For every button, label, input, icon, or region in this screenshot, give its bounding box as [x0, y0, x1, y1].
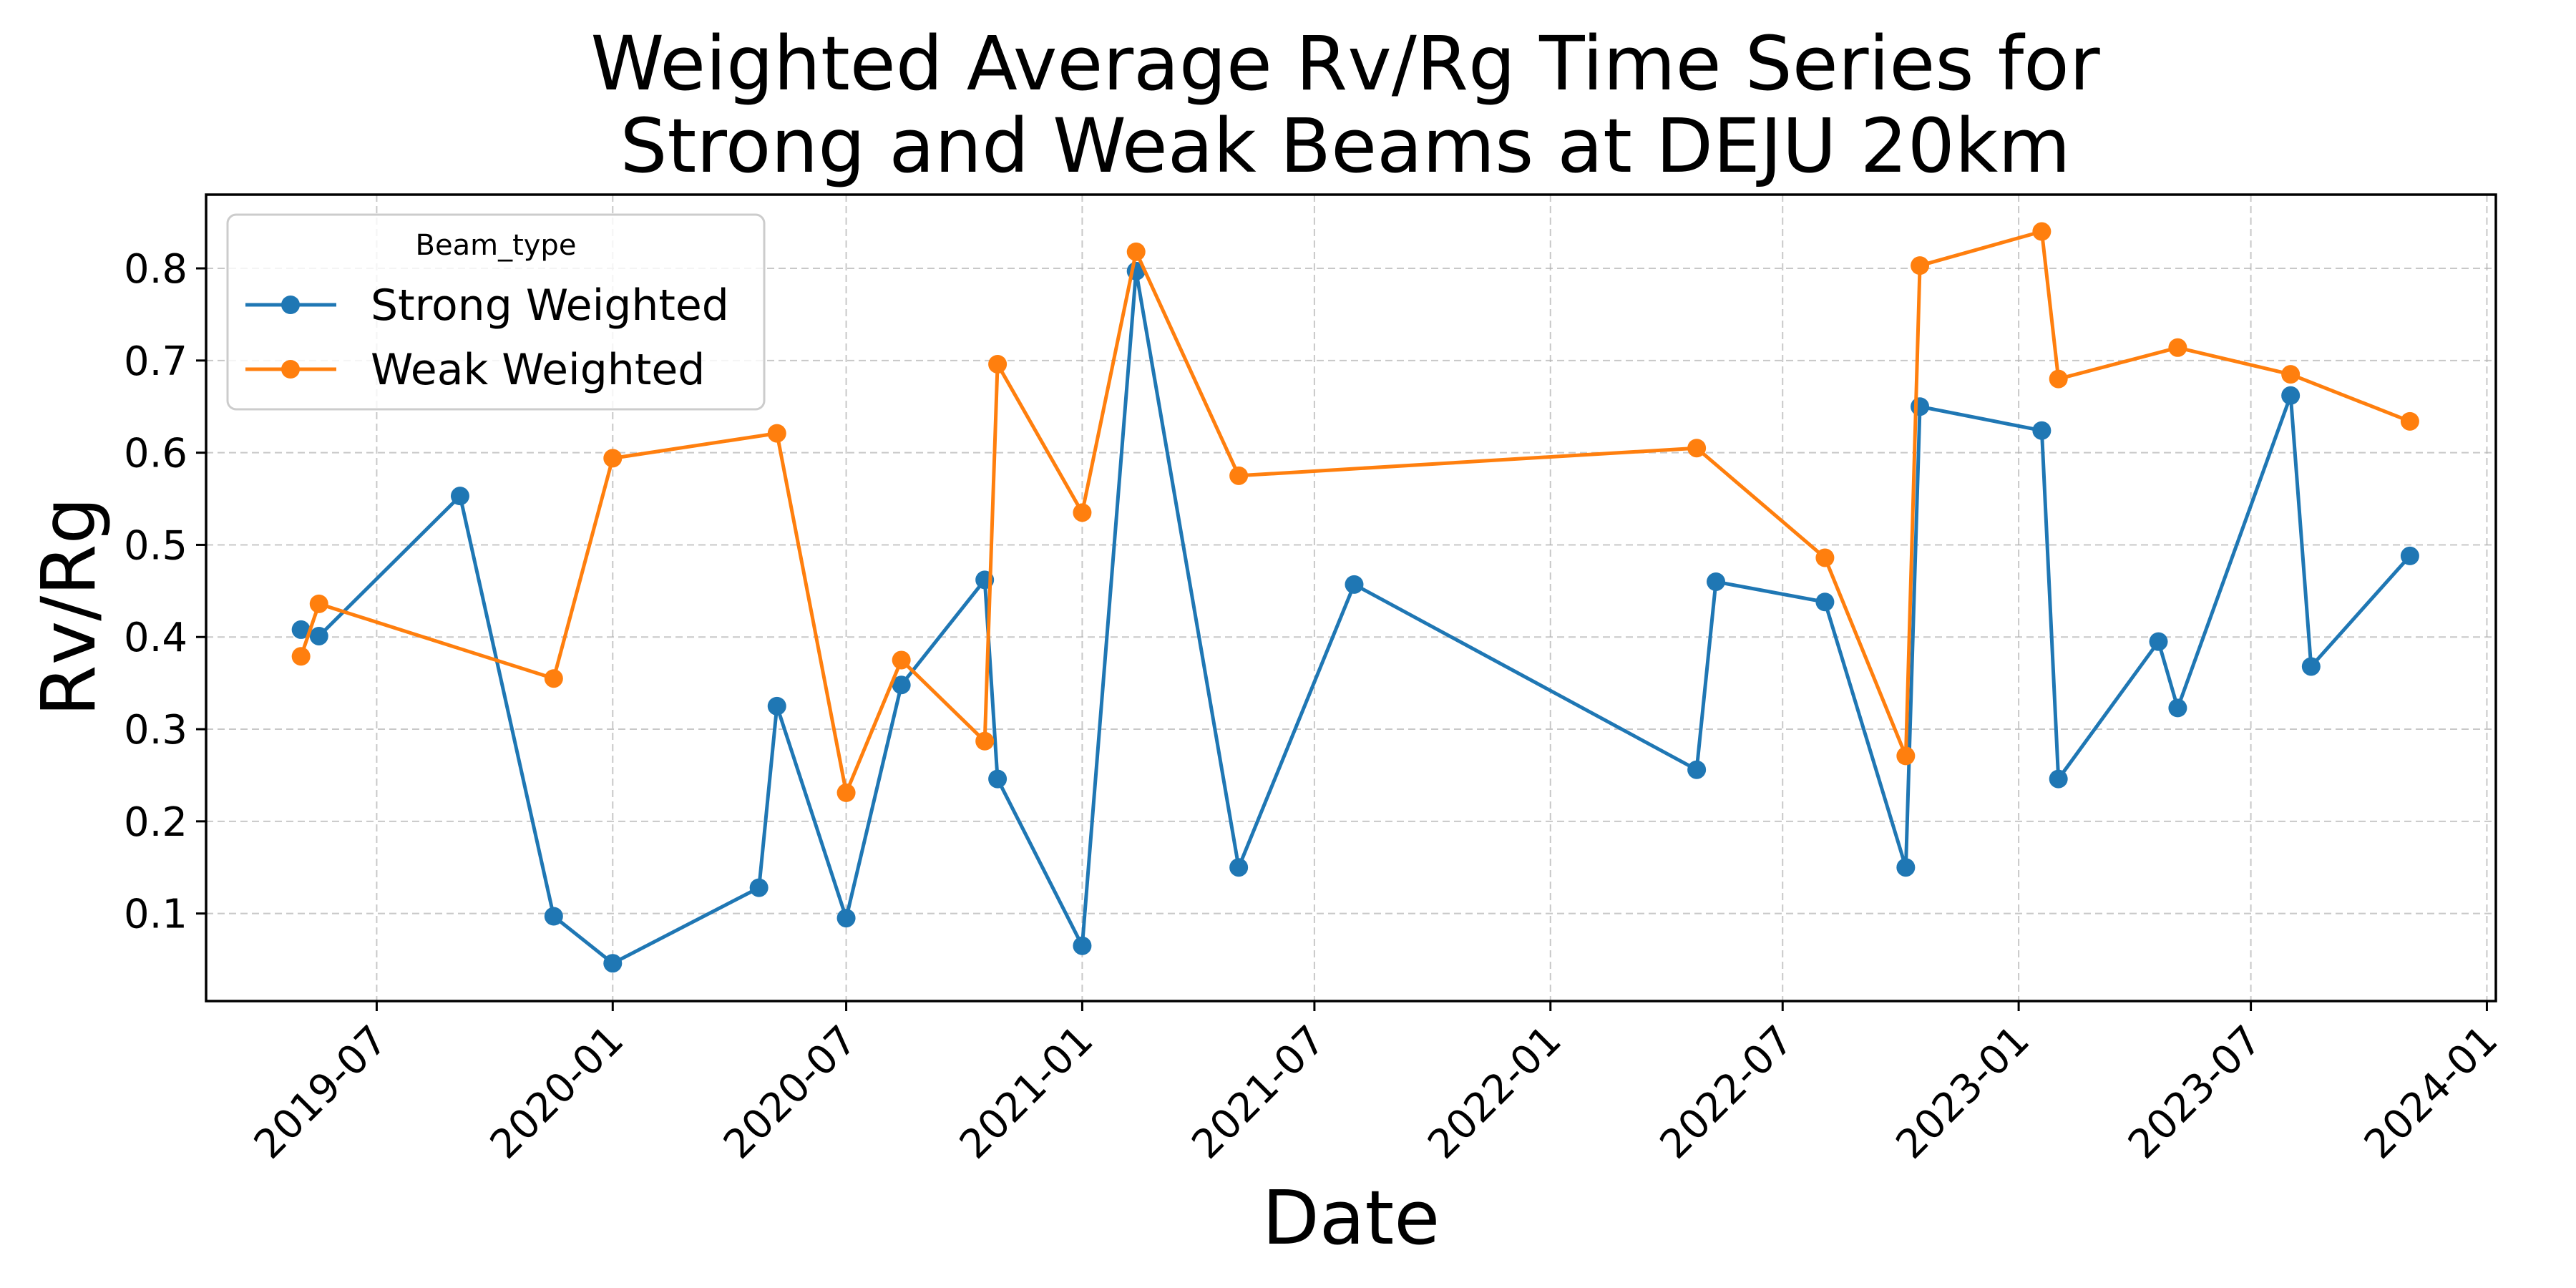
y-tick-label: 0.2: [124, 799, 187, 846]
data-point-strong: [309, 626, 328, 645]
data-point-strong: [1911, 397, 1930, 416]
data-point-weak: [2032, 222, 2051, 241]
chart-title-line1: Weighted Average Rv/Rg Time Series for: [590, 20, 2099, 107]
data-point-weak: [1687, 439, 1707, 458]
y-tick-label: 0.4: [124, 615, 187, 661]
data-point-weak: [767, 424, 786, 443]
data-point-strong: [767, 696, 786, 716]
data-point-strong: [1687, 760, 1707, 779]
data-point-strong: [892, 675, 911, 695]
data-point-strong: [1815, 592, 1835, 612]
legend-marker-weak: [281, 360, 300, 379]
series-strong: [291, 261, 2419, 973]
data-point-strong: [1896, 858, 1916, 877]
data-point-strong: [749, 878, 769, 897]
data-point-strong: [450, 487, 469, 506]
data-point-weak: [2281, 365, 2301, 384]
data-point-weak: [1073, 503, 1092, 522]
data-point-weak: [1815, 548, 1835, 567]
data-point-strong: [1707, 572, 1726, 591]
data-point-weak: [1911, 256, 1930, 275]
y-axis: 0.1 0.2 0.3 0.4 0.5 0.6 0.7 0.8: [124, 246, 206, 938]
legend-label-strong: Strong Weighted: [371, 280, 729, 331]
data-point-weak: [1896, 746, 1916, 766]
data-point-strong: [2032, 421, 2051, 440]
legend-title: Beam_type: [416, 229, 577, 262]
data-point-strong: [2400, 546, 2419, 565]
y-tick-label: 0.1: [124, 892, 187, 938]
plot-area-frame: [205, 193, 2497, 1002]
y-tick-label: 0.8: [124, 246, 187, 293]
legend-label-weak: Weak Weighted: [371, 345, 705, 395]
data-point-strong: [2301, 657, 2321, 676]
data-point-strong: [2149, 632, 2168, 651]
data-point-weak: [2400, 411, 2419, 431]
x-axis-label: Date: [1262, 1174, 1440, 1262]
y-tick-label: 0.3: [124, 707, 187, 753]
y-tick-label: 0.7: [124, 338, 187, 385]
data-point-weak: [291, 647, 311, 666]
data-point-strong: [988, 769, 1008, 789]
y-tick-label: 0.6: [124, 431, 187, 477]
legend: Beam_type Strong Weighted Weak Weighted: [226, 213, 766, 411]
data-point-weak: [2168, 338, 2187, 357]
chart-title-line2: Strong and Weak Beams at DEJU 20km: [620, 102, 2070, 190]
data-point-strong: [2168, 698, 2187, 718]
data-point-weak: [988, 354, 1008, 374]
data-point-strong: [603, 954, 623, 973]
data-point-strong: [1229, 858, 1249, 877]
data-point-strong: [291, 620, 311, 639]
data-point-weak: [975, 731, 995, 751]
plot-series: [291, 222, 2419, 973]
y-axis-label: Rv/Rg: [25, 497, 112, 716]
data-point-strong: [2281, 386, 2301, 405]
data-point-weak: [603, 449, 623, 468]
data-point-weak: [309, 594, 328, 613]
y-tick-label: 0.5: [124, 522, 187, 569]
data-point-weak: [544, 669, 563, 688]
series-weak: [291, 222, 2419, 802]
data-point-weak: [2049, 369, 2068, 389]
data-point-weak: [836, 783, 856, 802]
data-point-strong: [836, 909, 856, 928]
data-point-strong: [1345, 575, 1364, 594]
data-point-strong: [1073, 936, 1092, 955]
legend-box: [226, 213, 766, 411]
data-point-weak: [892, 650, 911, 670]
legend-marker-strong: [281, 296, 300, 314]
data-point-strong: [544, 907, 563, 926]
data-point-weak: [1229, 466, 1249, 485]
data-point-weak: [1126, 242, 1146, 261]
data-point-strong: [2049, 769, 2068, 789]
